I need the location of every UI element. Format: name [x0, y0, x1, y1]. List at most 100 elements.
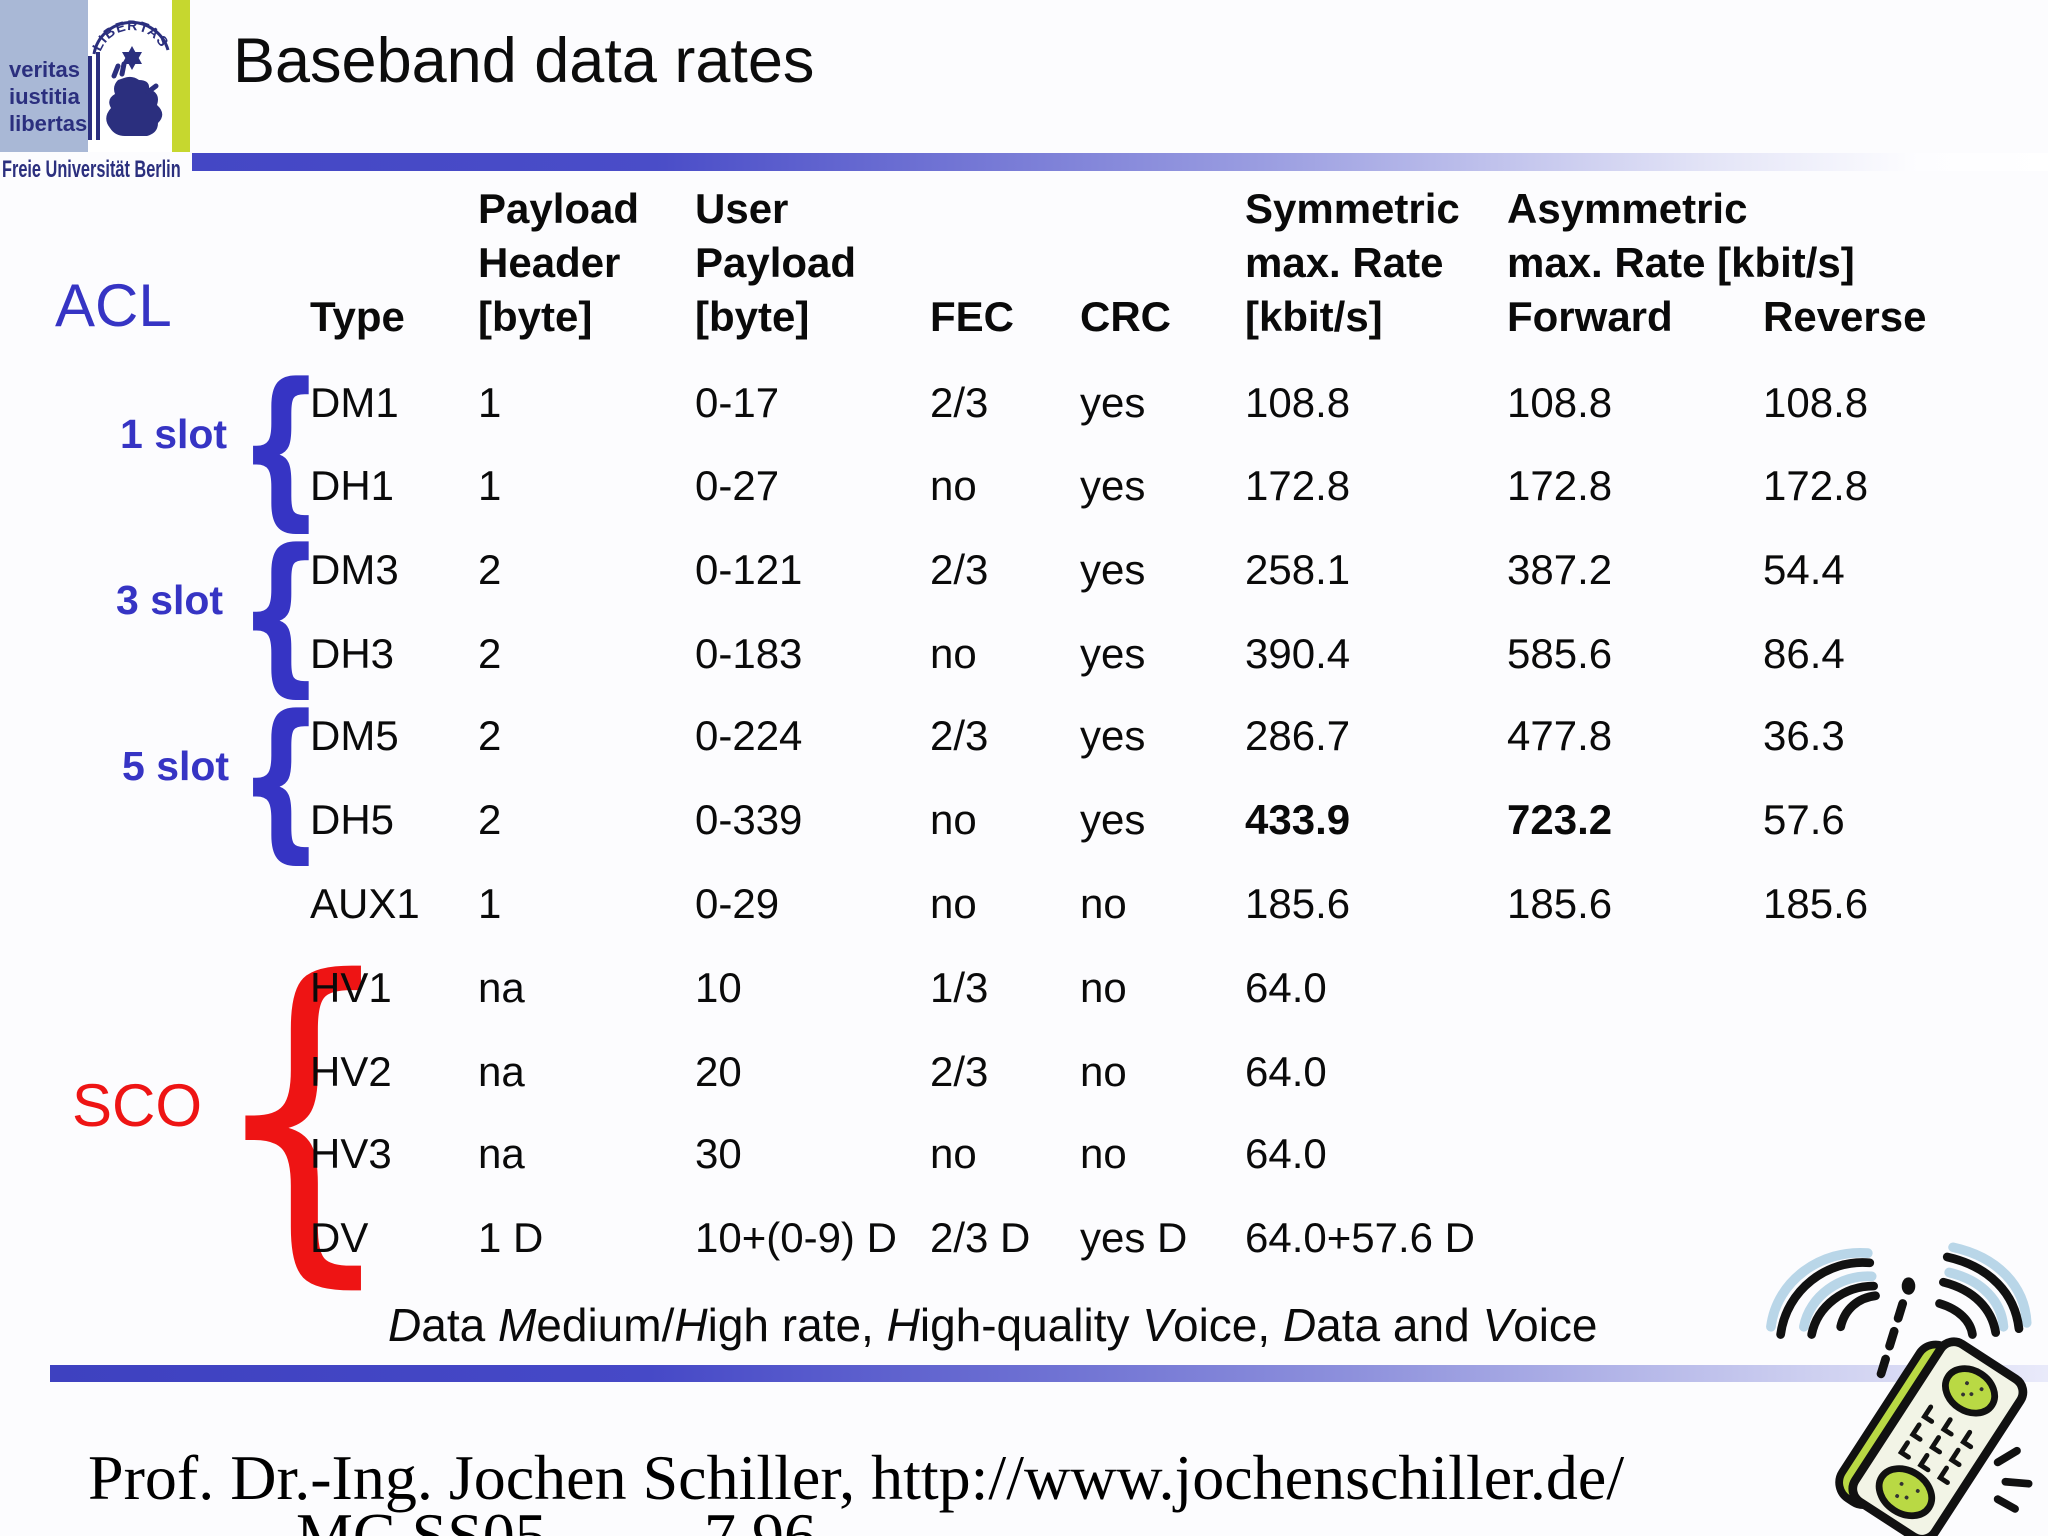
cell-fec: no [930, 880, 977, 927]
logo-motto-box: veritas iustitia libertas [0, 0, 88, 152]
note-segment: H [886, 1299, 920, 1351]
note-segment: V [1142, 1299, 1173, 1351]
cell-crc: no [1080, 964, 1127, 1011]
cell-payload-header: 2 [478, 630, 502, 677]
cell-symmetric-rate: 64.0+57.6 D [1245, 1214, 1476, 1261]
cell-type: HV2 [310, 1048, 392, 1095]
cell-payload-header: 2 [478, 712, 502, 759]
cell-fec: 2/3 [930, 712, 989, 759]
cell-crc: yes [1080, 712, 1146, 759]
header-crc: CRC [1080, 293, 1171, 340]
cell-user-payload: 0-339 [695, 796, 803, 843]
phone-clipart-icon [1766, 1242, 2033, 1536]
header-payload-2: Header [478, 239, 621, 286]
cell-fec: no [930, 462, 977, 509]
table-row: DM3 2 0-121 2/3 yes 258.1 387.2 54.4 [0, 549, 2048, 605]
cell-crc: yes D [1080, 1214, 1188, 1261]
cell-payload-header: 1 [478, 880, 502, 927]
note-segment: igh-quality [919, 1299, 1143, 1351]
cell-symmetric-rate: 433.9 [1245, 796, 1351, 843]
cell-forward-rate: 477.8 [1507, 712, 1613, 759]
cell-reverse-rate: 172.8 [1763, 462, 1869, 509]
cell-payload-header: 2 [478, 546, 502, 593]
cell-type: DM1 [310, 379, 399, 426]
cell-symmetric-rate: 258.1 [1245, 546, 1351, 593]
header-symmetric-1: Symmetric [1245, 185, 1460, 232]
title-underline-bar [192, 153, 2048, 171]
cell-fec: 2/3 [930, 1048, 989, 1095]
cell-reverse-rate: 108.8 [1763, 379, 1869, 426]
header-asymmetric-2: max. Rate [kbit/s] [1507, 239, 1855, 286]
cell-user-payload: 10 [695, 964, 742, 1011]
cell-symmetric-rate: 64.0 [1245, 1130, 1327, 1177]
cell-fec: 1/3 [930, 964, 989, 1011]
note-segment: H [674, 1299, 708, 1351]
group-label-1slot: 1 slot [120, 411, 228, 457]
cell-type: DH1 [310, 462, 395, 509]
footer-course: MC SS05 [296, 1500, 547, 1536]
header-payload-3: [byte] [478, 293, 593, 340]
cell-type: HV1 [310, 964, 392, 1011]
header-user-3: [byte] [695, 293, 810, 340]
note-segment: V [1482, 1299, 1514, 1351]
cell-type: DM5 [310, 712, 399, 759]
header-forward: Forward [1507, 293, 1673, 340]
page-title: Baseband data rates [233, 26, 815, 96]
cell-user-payload: 20 [695, 1048, 742, 1095]
footer-slide-number: 7.96 [704, 1500, 816, 1536]
cell-type: DV [310, 1214, 369, 1261]
cell-forward-rate: 108.8 [1507, 379, 1613, 426]
note-segment: ata and [1316, 1299, 1483, 1351]
note-segment: edium/ [536, 1299, 675, 1351]
cell-user-payload: 0-224 [695, 712, 803, 759]
table-row: DV 1 D 10+(0-9) D 2/3 D yes D 64.0+57.6 … [0, 1217, 2048, 1273]
cell-reverse-rate: 54.4 [1763, 546, 1845, 593]
cell-crc: no [1080, 1048, 1127, 1095]
bottom-divider-bar [50, 1365, 2048, 1382]
acronym-note: Data Medium/High rate, High-quality Voic… [388, 1302, 1598, 1348]
cell-fec: 2/3 D [930, 1214, 1031, 1261]
header-symmetric-2: max. Rate [1245, 239, 1444, 286]
cell-forward-rate: 185.6 [1507, 880, 1613, 927]
cell-forward-rate: 387.2 [1507, 546, 1613, 593]
cell-payload-header: na [478, 1130, 525, 1177]
logo-motto-line: veritas [9, 57, 80, 82]
header-user-2: Payload [695, 239, 857, 286]
cell-symmetric-rate: 286.7 [1245, 712, 1351, 759]
cell-crc: yes [1080, 379, 1146, 426]
cell-reverse-rate: 86.4 [1763, 630, 1845, 677]
cell-user-payload: 0-17 [695, 379, 780, 426]
cell-fec: no [930, 796, 977, 843]
cell-fec: no [930, 630, 977, 677]
cell-reverse-rate: 36.3 [1763, 712, 1845, 759]
cell-forward-rate: 585.6 [1507, 630, 1613, 677]
header-user-1: User [695, 185, 789, 232]
note-segment: D [388, 1299, 422, 1351]
acl-group-label: ACL [55, 272, 172, 339]
cell-symmetric-rate: 185.6 [1245, 880, 1351, 927]
cell-user-payload: 30 [695, 1130, 742, 1177]
header-symmetric-3: [kbit/s] [1245, 293, 1383, 340]
cell-fec: 2/3 [930, 379, 989, 426]
university-name: Freie Universität Berlin [2, 156, 181, 183]
fu-berlin-seal-icon: LIBERTAS [88, 0, 172, 152]
cell-user-payload: 0-27 [695, 462, 780, 509]
header-payload-1: Payload [478, 185, 640, 232]
cell-payload-header: na [478, 1048, 525, 1095]
note-segment: oice [1513, 1299, 1598, 1351]
cell-fec: 2/3 [930, 546, 989, 593]
cell-forward-rate: 172.8 [1507, 462, 1613, 509]
table-row: DM1 1 0-17 2/3 yes 108.8 108.8 108.8 [0, 382, 2048, 438]
cell-type: DH5 [310, 796, 395, 843]
logo-motto-line: libertas [9, 111, 88, 136]
cell-user-payload: 0-183 [695, 630, 803, 677]
cell-user-payload: 0-121 [695, 546, 803, 593]
header-reverse: Reverse [1763, 293, 1927, 340]
cell-symmetric-rate: 64.0 [1245, 964, 1327, 1011]
sco-group-label: SCO [72, 1072, 203, 1139]
cell-crc: yes [1080, 796, 1146, 843]
cell-user-payload: 10+(0-9) D [695, 1214, 897, 1261]
cell-symmetric-rate: 64.0 [1245, 1048, 1327, 1095]
cell-reverse-rate: 185.6 [1763, 880, 1869, 927]
